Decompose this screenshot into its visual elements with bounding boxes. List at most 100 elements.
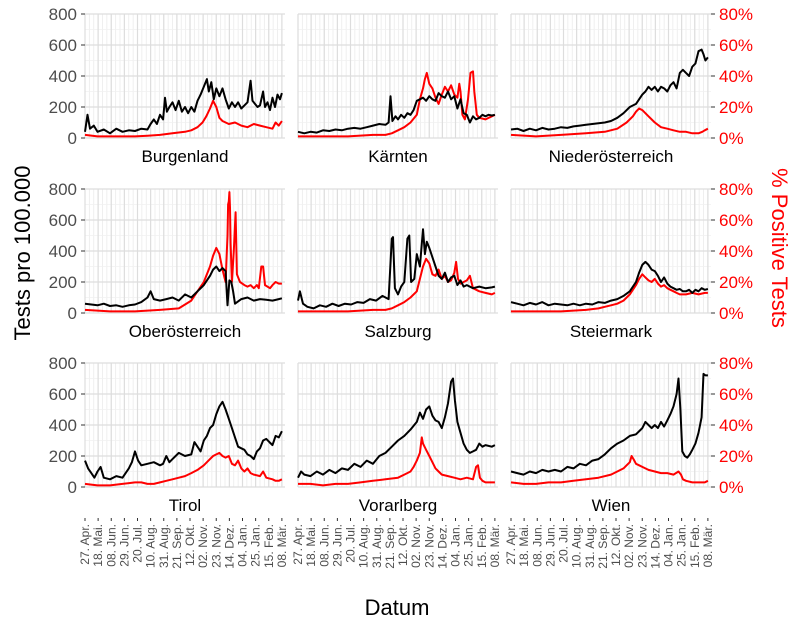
tests-line — [84, 400, 283, 481]
y2-tick-label: 20% — [719, 98, 753, 117]
positive-tests-line — [84, 191, 282, 313]
y2-tick-label: 80% — [719, 180, 753, 199]
tests-line — [297, 377, 496, 479]
panel-burgenland: Burgenland — [84, 13, 285, 166]
right-y-axes: 0% 20% 40% 60% 80% 0% 20% 40% 60% 80% 0% 20% 40% 60% 8… — [711, 5, 753, 497]
positive-tests-line — [511, 273, 708, 313]
x-tick-label: 08. Mär. — [275, 524, 289, 567]
left-y-axes: 0 200 400 600 800 0 200 400 600 800 0 200 400 600 800 — [49, 5, 85, 497]
y2-tick-label: 40% — [719, 416, 753, 435]
tests-line — [84, 265, 283, 308]
x-tick-label: 20. Jul. — [344, 524, 358, 563]
x-tick-label: 02. Nov. — [622, 524, 636, 568]
y-tick-label: 800 — [49, 180, 77, 199]
panel-strip-label: Steiermark — [570, 322, 653, 341]
x-tick-label: 18. Mai. — [517, 524, 531, 567]
x-tick-label: 21. Sep. — [596, 524, 610, 569]
y-tick-label: 0 — [68, 304, 77, 323]
x-tick-label: 27. Apr. — [78, 524, 92, 565]
x-tick-label: 21. Sep. — [170, 524, 184, 569]
y2-tick-label: 0% — [719, 304, 744, 323]
x-tick-label: 12. Okt. — [396, 524, 410, 566]
x-tick-label: 29. Jun. — [543, 524, 557, 567]
panel-strip-label: Tirol — [169, 496, 201, 515]
x-tick-label: 12. Okt. — [183, 524, 197, 566]
x-tick-label: 29. Jun. — [330, 524, 344, 567]
x-tick-label: 20. Jul. — [557, 524, 571, 563]
x-tick-label: 08. Jun. — [530, 524, 544, 567]
tests-line — [510, 372, 708, 476]
y2-tick-label: 60% — [719, 211, 753, 230]
y-tick-label: 600 — [49, 36, 77, 55]
x-tick-label: 21. Sep. — [383, 524, 397, 569]
x-tick-label: 31. Aug. — [583, 524, 597, 568]
x-tick-label: 02. Nov. — [196, 524, 210, 568]
y-tick-label: 400 — [49, 242, 77, 261]
x-tick-label: 23. Nov. — [209, 524, 223, 568]
tests-line — [297, 228, 496, 310]
x-axis-title: Datum — [365, 595, 430, 620]
y2-tick-label: 40% — [719, 242, 753, 261]
y-tick-label: 600 — [49, 211, 77, 230]
panel-grid: Burgenland Kärnten Niederösterreich Oberöst… — [84, 13, 711, 515]
positive-tests-line — [510, 455, 709, 485]
panel-tirol: Tirol — [84, 362, 285, 515]
panel-niederösterreich: Niederösterreich — [510, 13, 711, 166]
x-tick-label: 29. Jun. — [117, 524, 131, 567]
panel-strip-label: Kärnten — [368, 147, 428, 166]
x-tick-label: 08. Mär. — [488, 524, 502, 567]
y-tick-label: 200 — [49, 447, 77, 466]
x-tick-label: 14. Dez. — [435, 524, 449, 569]
positive-tests-line — [84, 451, 283, 487]
panel-salzburg: Salzburg — [297, 188, 498, 341]
y-tick-label: 0 — [68, 478, 77, 497]
x-tick-label: 18. Mai. — [304, 524, 318, 567]
y2-tick-label: 20% — [719, 447, 753, 466]
x-tick-label: 25. Jan. — [249, 524, 263, 567]
x-tick-label: 23. Nov. — [422, 524, 436, 568]
positive-tests-line — [510, 107, 709, 138]
x-tick-label: 25. Jan. — [462, 524, 476, 567]
y-tick-label: 0 — [68, 129, 77, 148]
y-tick-label: 400 — [49, 67, 77, 86]
x-tick-label: 08. Mär. — [701, 524, 715, 567]
y2-tick-label: 80% — [719, 354, 753, 373]
y-tick-label: 400 — [49, 416, 77, 435]
tests-line — [297, 90, 496, 135]
x-tick-label: 31. Aug. — [370, 524, 384, 568]
tests-line — [510, 48, 709, 132]
y-axis-title-right: % Positive Tests — [767, 168, 792, 328]
panel-strip-label: Vorarlberg — [359, 496, 437, 515]
x-tick-label: 27. Apr. — [291, 524, 305, 565]
x-tick-label: 10. Aug. — [144, 524, 158, 568]
tests-line — [84, 78, 283, 135]
y2-tick-label: 60% — [719, 36, 753, 55]
x-tick-label: 04. Jan. — [449, 524, 463, 567]
y2-tick-label: 20% — [719, 273, 753, 292]
panel-strip-label: Oberösterreich — [129, 322, 241, 341]
panel-vorarlberg: Vorarlberg — [297, 362, 498, 515]
y2-tick-label: 40% — [719, 67, 753, 86]
x-tick-label: 10. Aug. — [570, 524, 584, 568]
x-tick-label: 25. Jan. — [675, 524, 689, 567]
panel-wien: Wien — [510, 362, 711, 515]
x-tick-label: 15. Feb. — [262, 524, 276, 568]
y2-tick-label: 0% — [719, 129, 744, 148]
tests-line — [510, 260, 709, 307]
x-tick-label: 15. Feb. — [475, 524, 489, 568]
x-tick-label: 12. Okt. — [609, 524, 623, 566]
panel-strip-label: Niederösterreich — [549, 147, 674, 166]
x-tick-label: 08. Jun. — [104, 524, 118, 567]
x-tick-label: 04. Jan. — [662, 524, 676, 567]
positive-tests-line — [298, 436, 495, 487]
positive-tests-line — [298, 257, 496, 313]
y-tick-label: 200 — [49, 98, 77, 117]
panel-kärnten: Kärnten — [297, 13, 498, 166]
panel-oberösterreich: Oberösterreich — [84, 188, 285, 341]
y-axis-title-left: Tests pro 100.000 — [10, 166, 35, 341]
x-tick-label: 14. Dez. — [222, 524, 236, 569]
panel-strip-label: Wien — [592, 496, 631, 515]
panel-strip-label: Salzburg — [364, 322, 431, 341]
x-tick-label: 02. Nov. — [409, 524, 423, 568]
